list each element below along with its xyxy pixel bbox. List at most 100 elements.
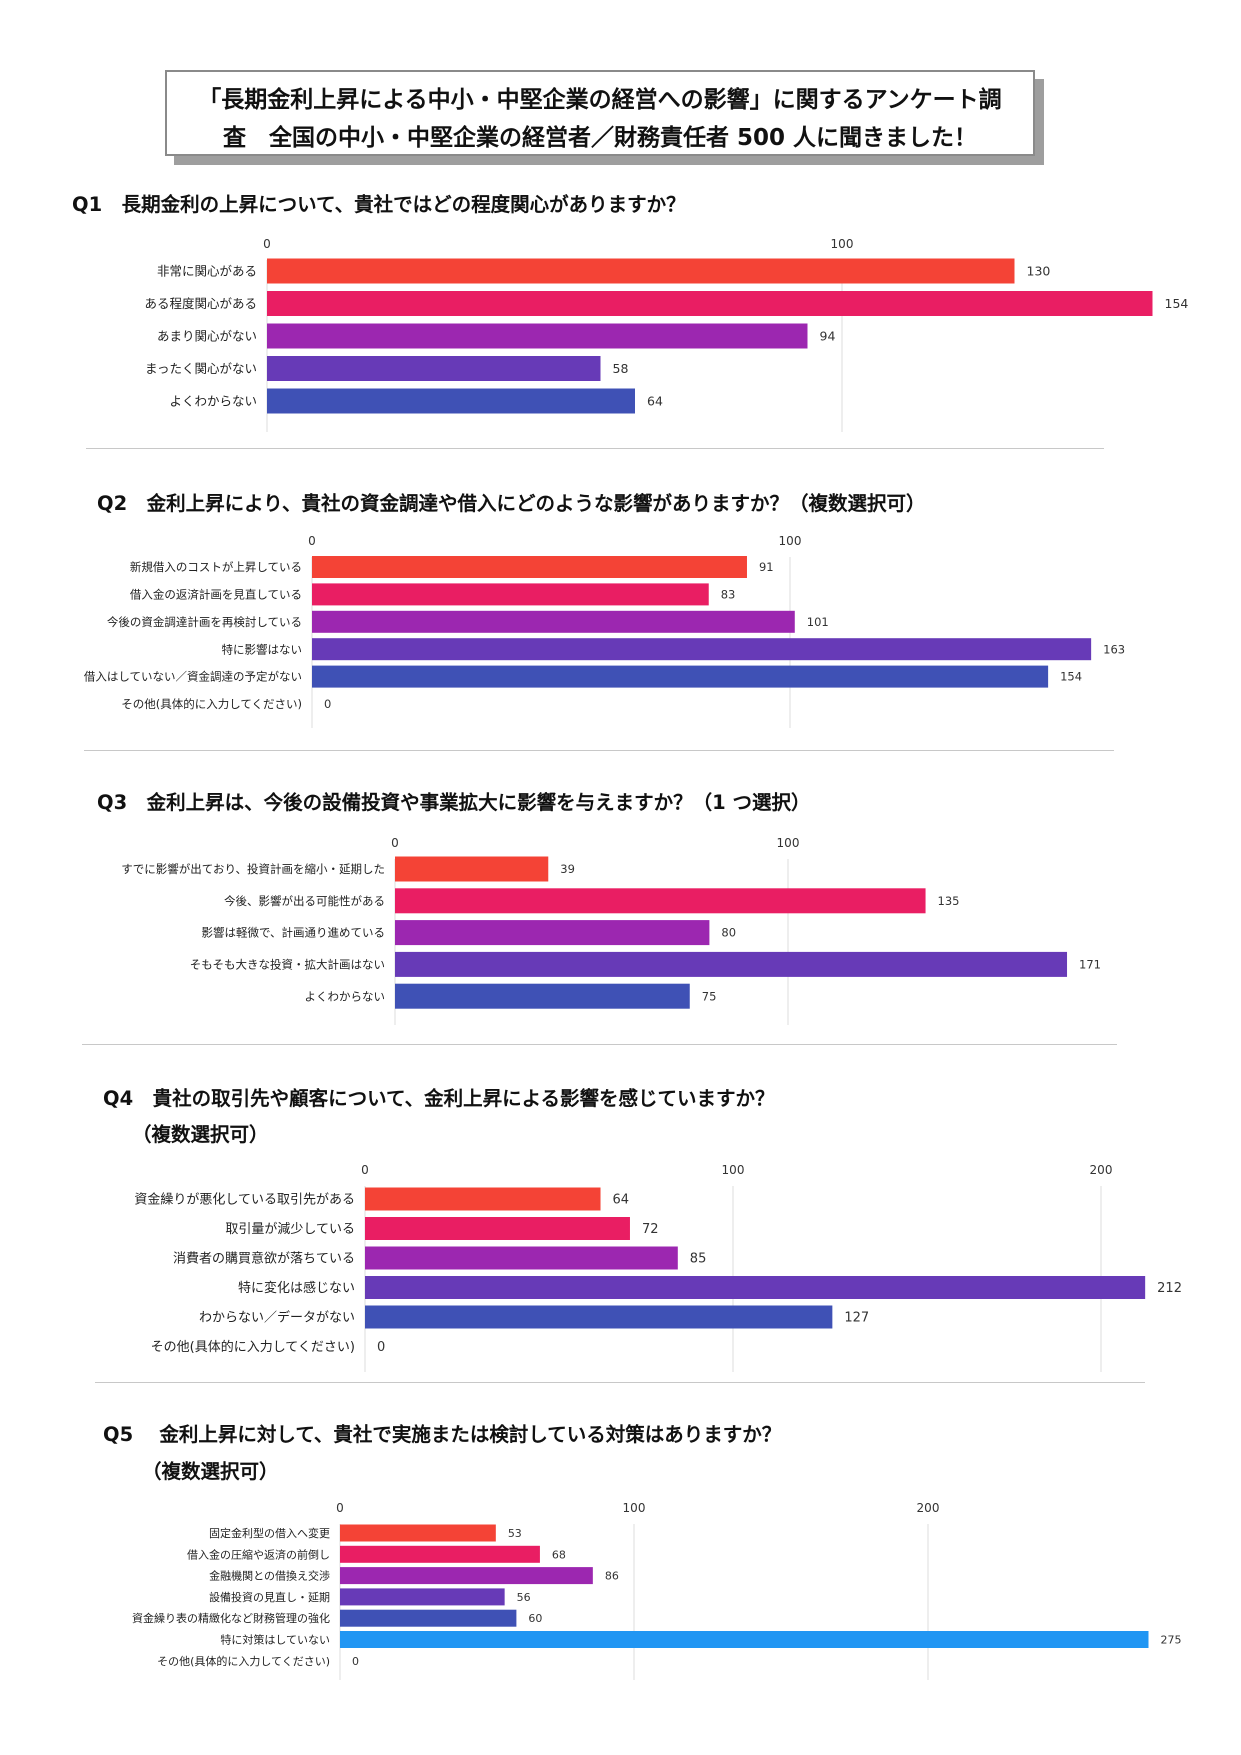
q5-value-label: 53: [508, 1527, 522, 1540]
q4-value-label: 72: [642, 1222, 659, 1237]
q5-category-label: 設備投資の見直し・延期: [209, 1590, 330, 1604]
q5-value-label: 86: [605, 1570, 619, 1583]
q3-divider: [82, 1044, 1117, 1045]
q4-bar: [365, 1276, 1146, 1299]
q3-bar: [395, 888, 926, 914]
q4-bar: [365, 1217, 630, 1240]
q2-bar: [312, 638, 1092, 661]
q2-tick-label: 0: [308, 534, 316, 548]
q2-value-label: 154: [1060, 670, 1082, 684]
q5-value-label: 60: [528, 1612, 542, 1625]
q5-category-label: 金融機関との借換え交渉: [209, 1569, 330, 1583]
q3-value-label: 171: [1079, 958, 1101, 972]
q4-category-label: 資金繰りが悪化している取引先がある: [134, 1192, 355, 1208]
q2-divider: [84, 750, 1114, 751]
q4-title: Q4 貴社の取引先や顧客について、金利上昇による影響を感じていますか？: [103, 1087, 775, 1110]
survey-title-line2: 査 全国の中小・中堅企業の経営者／財務責任者 500 人に聞きました！: [222, 125, 978, 151]
q4-divider: [95, 1382, 1145, 1383]
q2-bar: [312, 556, 747, 578]
q3-value-label: 75: [702, 989, 717, 1003]
q5-category-label: その他(具体的に入力してください): [157, 1654, 330, 1668]
q1-value-label: 94: [820, 329, 836, 344]
q5-value-label: 275: [1161, 1633, 1182, 1646]
q2-value-label: 163: [1103, 642, 1125, 656]
q4-category-label: 取引量が減少している: [225, 1221, 355, 1237]
q5-bar: [340, 1588, 505, 1606]
q3-category-label: そもそも大きな投資・拡大計画はない: [190, 958, 385, 972]
q4-category-label: 特に変化は感じない: [238, 1280, 355, 1296]
q5-value-label: 68: [552, 1548, 566, 1561]
q2-category-label: 今後の資金調達計画を再検討している: [107, 615, 302, 629]
q1-value-label: 58: [613, 361, 629, 376]
q3-bar: [395, 856, 549, 882]
q5-tick-label: 100: [623, 1501, 646, 1515]
q2-tick-label: 100: [779, 534, 802, 548]
q2-category-label: その他(具体的に入力してください): [121, 697, 302, 711]
q1-bar: [267, 258, 1015, 284]
q5-bar: [340, 1524, 496, 1542]
q2-category-label: 借入はしていない／資金調達の予定がない: [84, 670, 302, 684]
q1-category-label: あまり関心がない: [157, 329, 257, 344]
q5-subtitle: （複数選択可）: [142, 1460, 279, 1483]
q1-category-label: 非常に関心がある: [157, 264, 257, 279]
q1-value-label: 154: [1165, 296, 1189, 311]
q2-category-label: 借入金の返済計画を見直している: [130, 588, 302, 602]
q2-value-label: 101: [807, 615, 829, 629]
q5-category-label: 特に対策はしていない: [220, 1632, 330, 1646]
q3-category-label: すでに影響が出ており、投資計画を縮小・延期した: [121, 862, 385, 876]
q5-bar: [340, 1609, 517, 1627]
q5-tick-label: 200: [917, 1501, 940, 1515]
q1-tick-label: 0: [263, 237, 271, 251]
q3-value-label: 80: [721, 926, 736, 940]
q3-tick-label: 0: [391, 836, 399, 850]
q4-value-label: 85: [690, 1252, 707, 1267]
q1-category-label: よくわからない: [169, 394, 257, 409]
q1-category-label: ある程度関心がある: [144, 296, 257, 311]
q4-subtitle: （複数選択可）: [132, 1123, 269, 1146]
q2-category-label: 特に影響はない: [222, 642, 303, 656]
q1-category-label: まったく関心がない: [145, 361, 257, 376]
q2-value-label: 0: [324, 697, 331, 711]
q3-value-label: 135: [938, 894, 960, 908]
q3-title: Q3 金利上昇は、今後の設備投資や事業拡大に影響を与えますか？（1 つ選択）: [97, 791, 811, 814]
q3-category-label: 影響は軽微で、計画通り進めている: [201, 926, 385, 940]
q5-bar: [340, 1567, 593, 1585]
q4-value-label: 127: [844, 1311, 869, 1326]
q4-tick-label: 100: [722, 1163, 745, 1177]
q3-category-label: 今後、影響が出る可能性がある: [224, 894, 385, 908]
q1-bar: [267, 356, 601, 381]
q2-bar: [312, 610, 795, 633]
q2-bar: [312, 583, 709, 606]
q4-value-label: 212: [1157, 1281, 1182, 1296]
q3-bar: [395, 920, 710, 946]
q5-bar: [340, 1631, 1149, 1648]
survey-title-box: 「長期金利上昇による中小・中堅企業の経営への影響」に関するアンケート調 査 全国…: [165, 70, 1035, 156]
q4-value-label: 0: [377, 1340, 385, 1355]
q3-category-label: よくわからない: [305, 989, 386, 1003]
q5-value-label: 56: [517, 1591, 531, 1604]
q2-title: Q2 金利上昇により、貴社の資金調達や借入にどのような影響がありますか？（複数選…: [97, 492, 926, 515]
q4-bar: [365, 1305, 833, 1329]
q4-bar: [365, 1246, 678, 1270]
q5-value-label: 0: [352, 1655, 359, 1668]
q3-bar: [395, 983, 690, 1009]
q1-bar: [267, 323, 808, 349]
q1-bar: [267, 388, 635, 414]
q5-bar: [340, 1545, 540, 1563]
q1-divider: [86, 448, 1104, 449]
q2-value-label: 83: [721, 588, 736, 602]
q4-category-label: その他(具体的に入力してください): [151, 1339, 355, 1355]
q4-tick-label: 200: [1090, 1163, 1113, 1177]
q5-tick-label: 0: [336, 1501, 344, 1515]
q1-value-label: 130: [1027, 264, 1051, 279]
survey-title-line1: 「長期金利上昇による中小・中堅企業の経営への影響」に関するアンケート調: [198, 87, 1002, 113]
q3-bar: [395, 951, 1068, 977]
q5-category-label: 借入金の圧縮や返済の前倒し: [187, 1547, 330, 1561]
q2-bar: [312, 665, 1049, 688]
q2-value-label: 91: [759, 560, 774, 574]
